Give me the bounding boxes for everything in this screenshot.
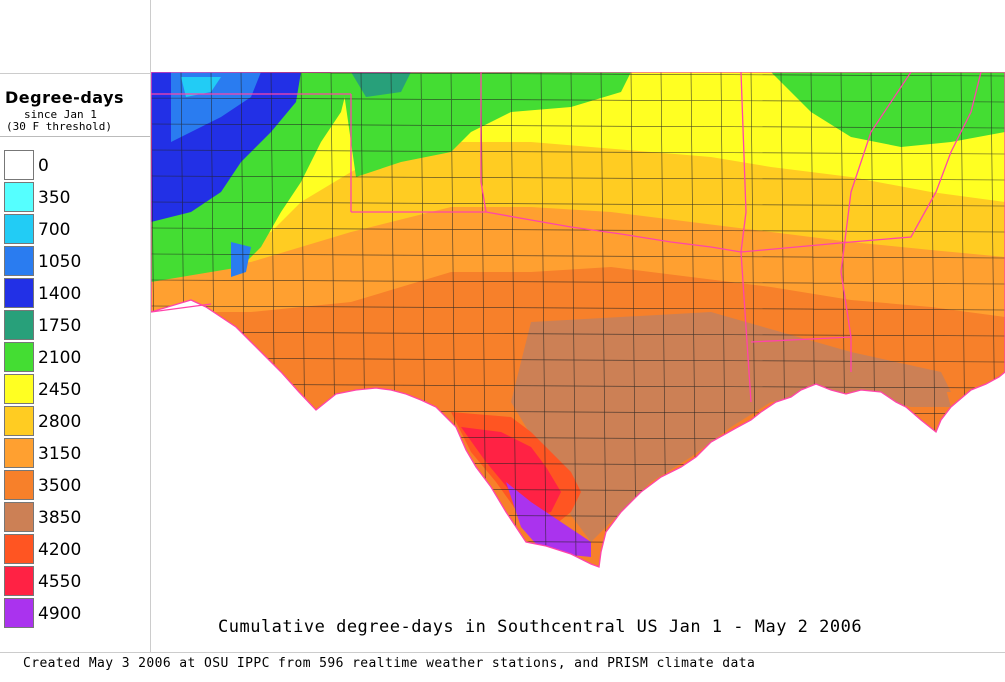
legend-label: 4550: [38, 572, 82, 592]
legend-item: 2450: [4, 374, 144, 404]
legend-label: 1400: [38, 284, 82, 304]
legend-subtitle-1: since Jan 1: [24, 108, 97, 121]
legend-label: 700: [38, 220, 71, 240]
legend-swatch: [4, 182, 34, 212]
legend-item: 4900: [4, 598, 144, 628]
footer-divider: [0, 652, 1005, 653]
map-title: Cumulative degree-days in Southcentral U…: [218, 617, 863, 637]
legend-label: 4900: [38, 604, 82, 624]
legend-swatch: [4, 342, 34, 372]
legend-swatch: [4, 470, 34, 500]
legend-title: Degree-days: [5, 88, 125, 107]
legend-label: 2100: [38, 348, 82, 368]
legend-label: 2800: [38, 412, 82, 432]
legend-label: 1750: [38, 316, 82, 336]
legend-swatch: [4, 438, 34, 468]
legend-item: 4550: [4, 566, 144, 596]
legend-swatch: [4, 278, 34, 308]
legend-item: 2800: [4, 406, 144, 436]
legend-item: 700: [4, 214, 144, 244]
legend-swatch: [4, 566, 34, 596]
legend-label: 3500: [38, 476, 82, 496]
legend-label: 4200: [38, 540, 82, 560]
legend-item: 3850: [4, 502, 144, 532]
legend-item: 3150: [4, 438, 144, 468]
legend-subtitle-2: (30 F threshold): [6, 120, 112, 133]
legend-swatch: [4, 534, 34, 564]
legend-label: 3850: [38, 508, 82, 528]
legend-panel: Degree-days since Jan 1 (30 F threshold)…: [0, 0, 151, 652]
legend-label: 2450: [38, 380, 82, 400]
legend-top-rule: [0, 73, 150, 74]
legend-item: 4200: [4, 534, 144, 564]
legend-swatch: [4, 598, 34, 628]
legend-swatch: [4, 374, 34, 404]
legend-swatch: [4, 406, 34, 436]
legend-label: 350: [38, 188, 71, 208]
legend-item: 1750: [4, 310, 144, 340]
degree-day-map: [151, 72, 1005, 568]
legend-swatch: [4, 310, 34, 340]
legend-item: 350: [4, 182, 144, 212]
legend-item: 1400: [4, 278, 144, 308]
legend-swatch: [4, 214, 34, 244]
legend-label: 3150: [38, 444, 82, 464]
legend-swatch: [4, 502, 34, 532]
legend-swatch: [4, 246, 34, 276]
legend-item: 0: [4, 150, 144, 180]
legend-label: 1050: [38, 252, 82, 272]
legend-swatch: [4, 150, 34, 180]
legend-item: 2100: [4, 342, 144, 372]
legend-item: 3500: [4, 470, 144, 500]
data-credit: Created May 3 2006 at OSU IPPC from 596 …: [23, 656, 756, 671]
legend-item: 1050: [4, 246, 144, 276]
legend-label: 0: [38, 156, 49, 176]
legend-separator: [0, 136, 150, 137]
